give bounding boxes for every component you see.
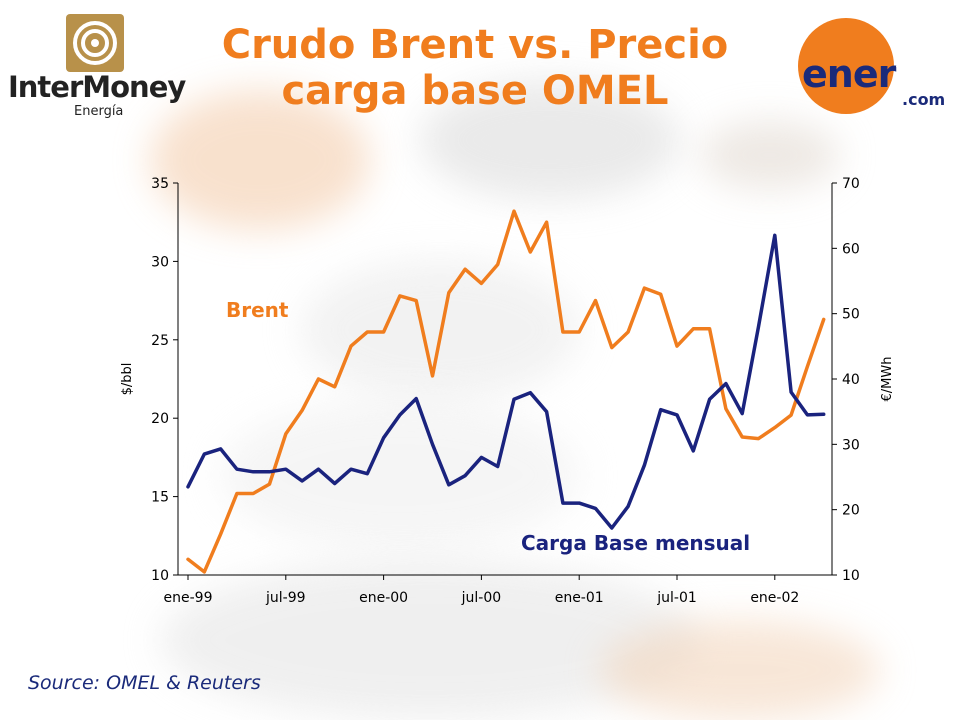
background-watermark bbox=[150, 90, 370, 230]
enervia-logo-domain: .com bbox=[902, 90, 946, 109]
right-tick-label: 60 bbox=[842, 241, 860, 257]
intermoney-logo-subtitle: Energía bbox=[74, 104, 124, 119]
source-note: Source: OMEL & Reuters bbox=[28, 672, 261, 694]
background-watermark bbox=[700, 120, 840, 190]
right-tick-label: 10 bbox=[842, 568, 860, 584]
enervia-circle-icon bbox=[798, 18, 894, 114]
left-tick-label: 20 bbox=[151, 411, 169, 427]
right-tick-label: 50 bbox=[842, 307, 860, 323]
right-tick-label: 20 bbox=[842, 503, 860, 519]
enervia-logo-name: enervia bbox=[802, 52, 957, 96]
title-line-1: Crudo Brent vs. Precio bbox=[221, 22, 729, 68]
carga-base-series-line bbox=[186, 233, 826, 530]
brent-series-label: Brent bbox=[226, 298, 289, 322]
right-axis-title: €/MWh bbox=[880, 357, 895, 402]
background-watermark bbox=[600, 620, 880, 720]
carga-base-series-label: Carga Base mensual bbox=[521, 531, 750, 555]
left-tick-label: 10 bbox=[151, 568, 169, 584]
left-tick-label: 35 bbox=[151, 176, 169, 192]
right-tick-label: 40 bbox=[842, 372, 860, 388]
intermoney-logo: InterMoney Energía bbox=[8, 14, 198, 124]
left-tick-label: 30 bbox=[151, 254, 169, 270]
x-tick-label: ene-02 bbox=[750, 590, 799, 606]
x-tick-label: jul-00 bbox=[461, 590, 502, 606]
intermoney-logo-name: InterMoney bbox=[8, 70, 186, 104]
background-watermark bbox=[420, 80, 680, 200]
background-watermark bbox=[220, 400, 580, 550]
title-line-2: carga base OMEL bbox=[281, 68, 669, 114]
brent-series-line bbox=[186, 209, 826, 574]
page-title: Crudo Brent vs. Precio carga base OMEL bbox=[150, 22, 800, 114]
intermoney-spiral-icon bbox=[66, 14, 124, 72]
x-tick-label: ene-01 bbox=[555, 590, 604, 606]
x-tick-label: jul-99 bbox=[265, 590, 306, 606]
x-tick-label: ene-00 bbox=[359, 590, 408, 606]
left-axis-title: $/bbl bbox=[120, 363, 135, 396]
x-tick-label: ene-99 bbox=[164, 590, 213, 606]
background-watermark bbox=[160, 560, 700, 720]
enervia-logo: enervia .com bbox=[792, 18, 960, 118]
line-chart: 10 15 20 25 30 35 10 20 30 40 50 60 70 ene-99 jul-99 en… bbox=[120, 176, 895, 606]
left-tick-label: 25 bbox=[151, 333, 169, 349]
right-tick-label: 70 bbox=[842, 176, 860, 192]
left-tick-label: 15 bbox=[151, 490, 169, 506]
right-tick-label: 30 bbox=[842, 437, 860, 453]
chart-container: 10 15 20 25 30 35 10 20 30 40 50 60 70 ene-99 jul-99 en… bbox=[100, 160, 920, 620]
x-tick-label: jul-01 bbox=[656, 590, 697, 606]
